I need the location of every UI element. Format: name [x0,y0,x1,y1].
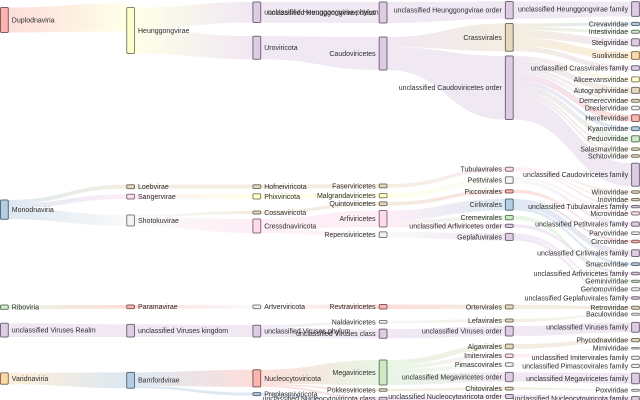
svg-text:Duplodnaviria: Duplodnaviria [12,17,55,24]
svg-text:unclassified Nucleocytoviricot: unclassified Nucleocytoviricota class [262,396,376,400]
svg-text:Cirlivirales: Cirlivirales [470,202,503,209]
svg-text:Suoliviridae: Suoliviridae [592,53,628,60]
svg-text:Cremevirales: Cremevirales [461,215,503,222]
svg-text:Cressdnaviricota: Cressdnaviricota [264,223,316,230]
svg-text:Inoviridae: Inoviridae [598,197,628,204]
svg-text:unclassified Petitvirales fami: unclassified Petitvirales family [535,222,628,229]
svg-text:Ortervirales: Ortervirales [466,304,503,311]
svg-text:Microviridae: Microviridae [590,211,628,218]
svg-text:Aliceevansviridae: Aliceevansviridae [574,77,629,84]
svg-text:Hofneiviricota: Hofneiviricota [264,184,307,191]
svg-text:Naldaviricetes: Naldaviricetes [332,319,376,326]
svg-text:Monodnaviria: Monodnaviria [12,207,54,214]
svg-text:unclassified Nucleocytoviricot: unclassified Nucleocytoviricota order [388,394,502,400]
svg-text:Intestiviridae: Intestiviridae [589,29,628,36]
svg-text:Caudoviricetes: Caudoviricetes [329,51,376,58]
svg-text:Revtraviricetes: Revtraviricetes [329,304,376,311]
svg-text:unclassified Megaviricetes fam: unclassified Megaviricetes family [526,376,628,383]
svg-text:Herelleviridae: Herelleviridae [585,116,628,123]
svg-text:Parvoviridae: Parvoviridae [589,231,628,238]
svg-text:Geminiviridae: Geminiviridae [585,279,628,286]
svg-text:Circoviridae: Circoviridae [591,239,628,246]
svg-text:Mimiviridae: Mimiviridae [593,346,629,353]
svg-text:Poxviridae: Poxviridae [595,388,628,395]
svg-text:unclassified Arfiviricetes fam: unclassified Arfiviricetes family [534,271,629,278]
svg-text:Nucleocytoviricota: Nucleocytoviricota [264,376,321,383]
svg-text:unclassified Heunggongvirae ph: unclassified Heunggongvirae phylum [264,10,379,17]
svg-text:Chitovirales: Chitovirales [465,386,502,393]
svg-text:unclassified Heunggongvirae or: unclassified Heunggongvirae order [394,8,503,15]
svg-text:Baculoviridae: Baculoviridae [586,312,628,319]
svg-text:Arfiviricetes: Arfiviricetes [340,216,377,223]
svg-text:Retroviridae: Retroviridae [590,305,628,312]
svg-text:Crevaviridae: Crevaviridae [589,21,628,28]
svg-text:unclassified Imitervirales fam: unclassified Imitervirales family [532,355,629,362]
svg-text:Piccovirales: Piccovirales [465,189,503,196]
svg-text:unclassified Nucleocytoviricot: unclassified Nucleocytoviricota family [513,396,629,400]
svg-text:Smacoviridae: Smacoviridae [586,262,629,269]
svg-text:unclassified Viruses Realm: unclassified Viruses Realm [12,328,96,335]
svg-text:unclassified Pimascovirales fa: unclassified Pimascovirales family [522,363,628,370]
svg-text:Pokkesviricetes: Pokkesviricetes [327,387,376,394]
svg-text:Cossaviricota: Cossaviricota [264,210,306,217]
svg-text:unclassified Viruses order: unclassified Viruses order [422,329,503,336]
svg-text:Algavirales: Algavirales [468,344,503,351]
svg-text:Crassvirales: Crassvirales [463,35,502,42]
svg-text:unclassified Viruses family: unclassified Viruses family [546,325,628,332]
svg-text:unclassified Arfiviricetes ord: unclassified Arfiviricetes order [409,223,502,230]
svg-text:Shotokuvirae: Shotokuvirae [138,218,179,225]
svg-text:Geplafuvirales: Geplafuvirales [457,234,502,241]
svg-text:Pimascovirales: Pimascovirales [455,362,503,369]
svg-text:Sangervirae: Sangervirae [138,194,176,201]
svg-text:unclassified Megaviricetes ord: unclassified Megaviricetes order [402,374,503,381]
svg-text:Loebvirae: Loebvirae [138,184,169,191]
svg-text:Bamfordvirae: Bamfordvirae [138,378,180,385]
svg-text:Salasmaviridae: Salasmaviridae [580,147,628,154]
svg-text:unclassified Crassvirales fami: unclassified Crassvirales family [531,65,629,72]
svg-text:Paramavirae: Paramavirae [138,304,178,311]
svg-text:Kyanoviridae: Kyanoviridae [588,126,629,133]
svg-text:Demerecviridae: Demerecviridae [579,98,628,105]
svg-text:Autographiviridae: Autographiviridae [574,88,629,95]
svg-text:unclassified Viruses phylum: unclassified Viruses phylum [264,329,350,336]
svg-text:Heunggongvirae: Heunggongvirae [138,28,189,35]
svg-text:Peduoviridae: Peduoviridae [587,136,628,143]
svg-text:Uroviricota: Uroviricota [264,45,298,52]
svg-text:unclassified Geplafuvirales fa: unclassified Geplafuvirales family [525,295,629,302]
svg-text:Phixviricota: Phixviricota [264,194,300,201]
svg-text:Malgrandaviricetes: Malgrandaviricetes [317,193,376,200]
svg-text:Preplasmiviricota: Preplasmiviricota [264,392,317,399]
svg-text:unclassified Caudoviricetes fa: unclassified Caudoviricetes family [523,172,629,179]
svg-text:Phycodnaviridae: Phycodnaviridae [576,338,628,345]
svg-text:Repensiviricetes: Repensiviricetes [324,232,376,239]
svg-text:unclassified Tubulavirales fam: unclassified Tubulavirales family [528,204,628,211]
svg-text:Tubulavirales: Tubulavirales [461,167,503,174]
svg-text:Riboviria: Riboviria [12,305,39,312]
svg-text:Petitvirales: Petitvirales [468,178,503,185]
svg-text:Winoviridae: Winoviridae [592,189,629,196]
svg-text:unclassified Heunggongvirae cl: unclassified Heunggongvirae class [268,10,376,17]
svg-text:unclassified Cirlivirales fami: unclassified Cirlivirales family [537,251,629,258]
svg-text:unclassified Caudoviricetes or: unclassified Caudoviricetes order [399,85,503,92]
svg-text:Artverviricota: Artverviricota [264,304,305,311]
svg-text:unclassified Heunggongvirae fa: unclassified Heunggongvirae family [518,6,629,13]
svg-text:Varidnaviria: Varidnaviria [12,376,49,383]
svg-text:Lefavirales: Lefavirales [468,318,502,325]
svg-text:Schitoviridae: Schitoviridae [588,153,628,160]
svg-text:unclassified Viruses class: unclassified Viruses class [296,331,376,338]
svg-text:Imitervirales: Imitervirales [464,353,502,360]
svg-text:unclassified Viruses kingdom: unclassified Viruses kingdom [138,328,228,335]
svg-text:Faserviricetes: Faserviricetes [332,183,376,190]
svg-text:Drexlerviridae: Drexlerviridae [585,105,628,112]
svg-text:Steigviridae: Steigviridae [592,40,629,47]
svg-text:Megaviricetes: Megaviricetes [333,370,377,377]
svg-text:Genomoviridae: Genomoviridae [581,287,629,294]
svg-text:Quintoviricetes: Quintoviricetes [329,201,376,208]
